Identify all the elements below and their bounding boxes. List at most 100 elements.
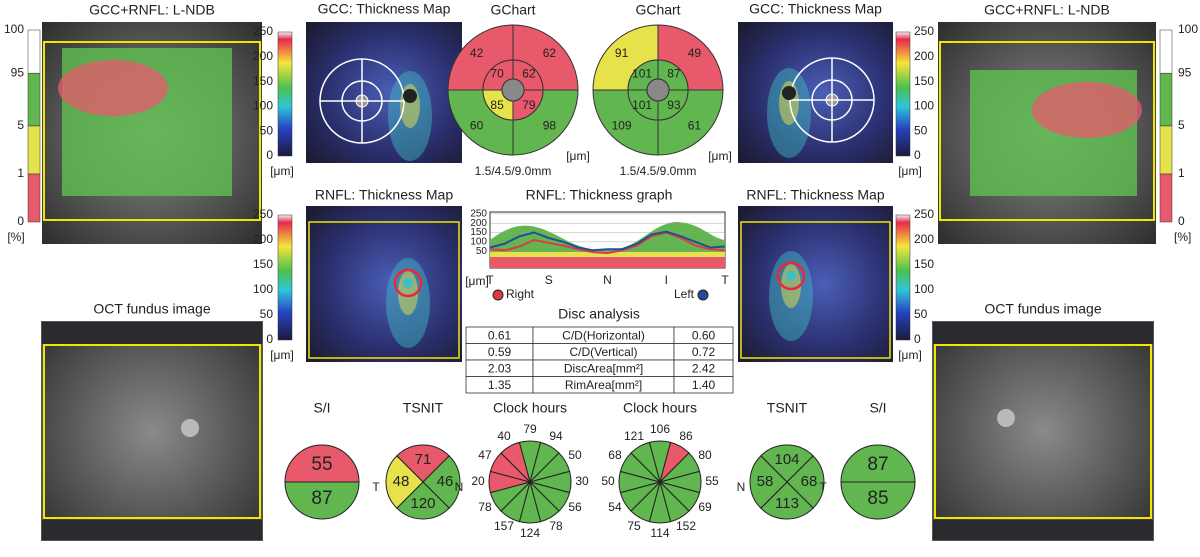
scan-frame	[740, 221, 891, 359]
scale-label: 50	[914, 123, 928, 137]
gchart-value: 93	[667, 98, 681, 112]
color-scale	[895, 214, 911, 341]
panel-title: GCC+RNFL: L-NDB	[89, 2, 215, 18]
tsnit-sector	[760, 444, 814, 483]
scale-label: 100	[253, 282, 273, 296]
clock-value: 40	[497, 429, 511, 443]
scale-unit: [μm]	[898, 348, 922, 362]
tsnit-side: T	[819, 480, 827, 494]
x-tick-label: T	[721, 273, 729, 287]
scale-label: 100	[4, 22, 24, 36]
scale-label: 150	[914, 257, 934, 271]
scale-label: 250	[914, 207, 934, 221]
scale-label: 95	[11, 65, 25, 79]
tsnit-value: 68	[801, 473, 818, 490]
table-text: C/D(Vertical)	[569, 345, 637, 359]
gchart-value: 70	[490, 66, 504, 80]
x-tick-label: I	[665, 273, 668, 287]
x-tick-label: N	[603, 273, 612, 287]
scale-label: 150	[914, 74, 934, 88]
clock-value: 54	[608, 500, 622, 514]
scale-label: 150	[253, 257, 273, 271]
panel-title: Clock hours	[493, 400, 567, 416]
clock-value: 152	[676, 519, 696, 533]
tsnit-value: 71	[415, 451, 432, 468]
gchart-value: 98	[543, 119, 557, 133]
y-tick-label: 200	[470, 218, 487, 229]
panel-title: S/I	[313, 400, 330, 416]
scale-label: 0	[1178, 214, 1185, 228]
gchart-center	[646, 78, 670, 102]
tsnit-value: 113	[775, 495, 799, 512]
outside-band	[490, 257, 725, 268]
clock-value: 121	[624, 429, 644, 443]
borderline-band	[490, 252, 725, 257]
panel-title: Clock hours	[623, 400, 697, 416]
clock-value: 50	[601, 474, 615, 488]
gchart-value: 62	[522, 66, 536, 80]
scan-frame	[308, 221, 460, 359]
scale-label: 0	[266, 332, 273, 346]
y-tick-label: 250	[470, 209, 487, 220]
gchart-value: 91	[615, 46, 629, 60]
clock-value: 78	[478, 500, 492, 514]
scale-label: 0	[266, 148, 273, 162]
scale-unit: [%]	[1174, 230, 1191, 244]
gchart-value: 42	[470, 46, 484, 60]
optic-disc	[403, 278, 413, 288]
scale-label: 200	[253, 232, 273, 246]
legend-marker	[697, 289, 709, 301]
scale-label: 200	[253, 49, 273, 63]
table-text: DiscArea[mm²]	[564, 361, 643, 375]
table-text: 0.60	[692, 328, 716, 342]
si-value: 85	[867, 488, 888, 509]
table-text: RimArea[mm²]	[565, 378, 642, 392]
clock-value: 124	[520, 526, 540, 540]
ndb-scale-segment	[27, 173, 41, 223]
ndb-scale-segment	[27, 29, 41, 74]
ndb-scale-segment	[1159, 72, 1173, 127]
gchart-value: 79	[522, 98, 536, 112]
clock-sector	[500, 441, 531, 484]
si-value: 55	[311, 454, 332, 475]
ndb-scale-segment	[27, 72, 41, 127]
fundus-band	[933, 322, 1153, 344]
scale-label: 1	[17, 166, 24, 180]
table-title: Disc analysis	[558, 306, 640, 322]
clock-value: 56	[568, 500, 582, 514]
ndb-defect	[58, 60, 168, 116]
gchart-value: 85	[490, 98, 504, 112]
fundus-image	[932, 321, 1154, 541]
fundus-band	[42, 322, 262, 344]
table-text: 2.03	[488, 361, 512, 375]
gchart-value: 62	[543, 46, 557, 60]
scale-unit: [μm]	[270, 164, 294, 178]
panel-title: OCT fundus image	[93, 301, 210, 317]
clock-value: 68	[608, 448, 622, 462]
panel-title: GCC: Thickness Map	[318, 1, 451, 17]
scale-label: 150	[253, 74, 273, 88]
gchart-value: 87	[667, 66, 681, 80]
tsnit-sector	[786, 455, 825, 509]
table-text: 0.72	[692, 345, 716, 359]
scan-frame	[939, 41, 1155, 221]
x-tick-label: T	[486, 273, 494, 287]
si-half	[840, 444, 916, 483]
scale-label: 250	[253, 207, 273, 221]
scale-label: 0	[914, 148, 921, 162]
tsnit-side: T	[372, 480, 380, 494]
clock-value: 47	[478, 448, 492, 462]
tsnit-sector	[396, 444, 450, 483]
clock-sector	[630, 441, 661, 484]
tsnit-side: N	[455, 480, 464, 494]
si-value: 87	[311, 488, 332, 509]
scan-frame	[934, 344, 1152, 519]
scale-label: 50	[914, 307, 928, 321]
disc-ring	[393, 268, 423, 298]
scan-frame	[43, 344, 261, 519]
tsnit-value: 120	[410, 495, 435, 512]
y-tick-label: 150	[470, 227, 487, 238]
panel-title: GChart	[635, 2, 680, 18]
scale-label: 5	[1178, 118, 1185, 132]
scale-label: 5	[17, 118, 24, 132]
